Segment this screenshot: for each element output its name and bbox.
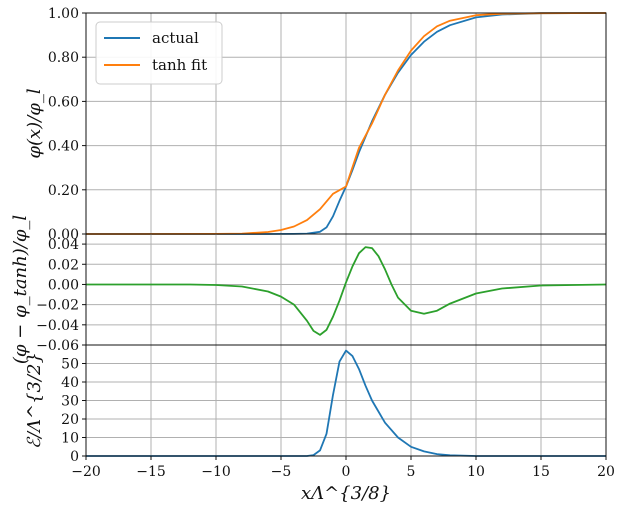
legend-label: actual <box>152 29 199 47</box>
y-tick-label: 0.40 <box>48 139 79 155</box>
y-tick-label: 0.04 <box>48 237 79 253</box>
x-tick-label: 0 <box>342 464 351 480</box>
legend: actual tanh fit <box>95 21 223 85</box>
series-line-top-tanh-fit <box>85 12 607 235</box>
x-tick-label: −15 <box>136 464 166 480</box>
legend-label: tanh fit <box>152 56 207 74</box>
y-tick-label: 0.80 <box>48 50 79 66</box>
y-axis-title: ℰ/Λ^{3/2} <box>24 352 45 449</box>
y-tick-label: 0.02 <box>48 257 79 273</box>
x-axis-title: xΛ^{3/8} <box>301 483 391 504</box>
y-tick-label: −0.02 <box>36 298 79 314</box>
y-axis-title: (φ − φ_tanh)/φ_l <box>10 215 31 365</box>
x-tick-label: 5 <box>407 464 416 480</box>
y-tick-label: 10 <box>61 431 79 447</box>
x-tick-label: 10 <box>467 464 485 480</box>
y-tick-label: −0.06 <box>36 338 79 354</box>
x-tick-label: −10 <box>201 464 231 480</box>
y-tick-label: 20 <box>61 412 79 428</box>
y-tick-label: 0 <box>70 449 79 465</box>
x-tick-label: −5 <box>271 464 292 480</box>
y-tick-label: 1.00 <box>48 6 79 22</box>
y-axis-title: φ(x)/φ_l <box>24 88 45 158</box>
y-tick-label: 40 <box>61 375 79 391</box>
x-tick-label: −20 <box>71 464 101 480</box>
y-tick-label: 0.60 <box>48 94 79 110</box>
y-tick-label: 0.20 <box>48 183 79 199</box>
x-tick-label: 15 <box>532 464 550 480</box>
panel-bottom: 0 10 20 30 40 50 ℰ/Λ^{3/2} <box>24 344 607 465</box>
panel-middle: −0.06 −0.04 −0.02 0.00 0.02 0.04 (φ − φ_tanh)/… <box>10 215 607 365</box>
y-tick-label: 0.00 <box>48 277 79 293</box>
y-tick-label: 50 <box>61 357 79 373</box>
series-line-middle-0 <box>86 246 607 336</box>
x-tick-label: 20 <box>597 464 615 480</box>
y-tick-label: 0.00 <box>48 227 79 243</box>
y-tick-label: −0.04 <box>36 318 79 334</box>
series-line-bottom-0 <box>86 349 606 457</box>
y-tick-label: 30 <box>61 394 79 410</box>
